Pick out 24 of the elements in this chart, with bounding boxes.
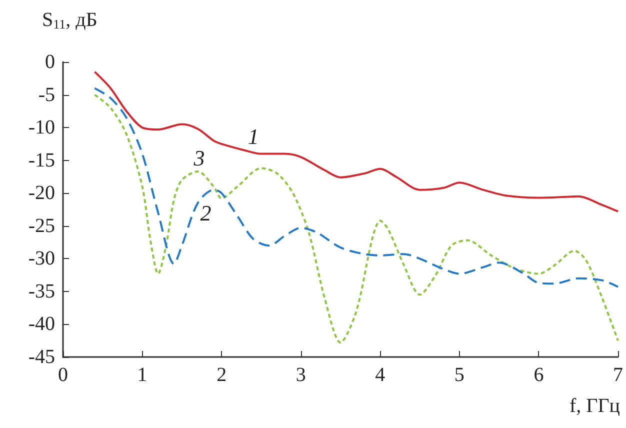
x-tick-label: 7 [613,364,623,386]
series-label: 2 [200,200,212,226]
x-tick-label: 5 [454,364,464,386]
series-label: 3 [192,146,205,171]
line-series [94,87,619,288]
y-tick-label: -35 [28,280,55,302]
x-tick-label: 6 [534,364,544,386]
x-axis-title: f, ГГц [570,395,620,417]
series-label: 1 [248,124,259,149]
y-tick-label: -25 [28,214,55,237]
line-series [94,94,619,344]
y-tick-label: -20 [28,182,55,204]
x-tick-label: 2 [216,364,227,386]
y-tick-label: -15 [28,149,55,172]
y-tick-label: -40 [28,313,55,336]
y-tick-label: -10 [28,116,55,139]
y-tick-label: -30 [28,248,55,270]
y-tick-label: -5 [38,84,55,106]
x-tick-label: 1 [137,364,148,386]
y-tick-label: -45 [28,346,55,368]
x-tick-label: 3 [296,364,306,386]
y-axis-title: S11, дБ [42,9,98,32]
y-tick-label: 0 [45,51,55,73]
x-tick-label: 4 [375,364,386,386]
